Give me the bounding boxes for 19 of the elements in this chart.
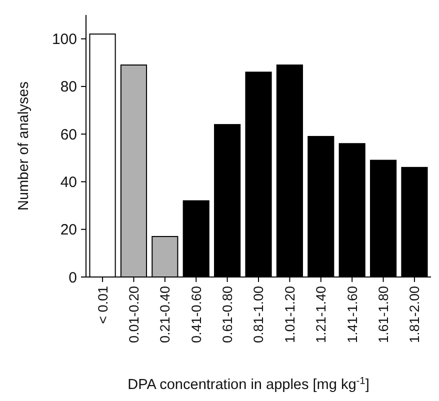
- x-tick-label: 1.61-1.80: [376, 286, 391, 344]
- y-tick-label: 100: [52, 31, 77, 48]
- y-tick-label: 20: [60, 222, 77, 239]
- x-tick-label: 1.41-1.60: [344, 286, 360, 344]
- x-tick-label: 1.21-1.40: [314, 286, 329, 344]
- y-tick-label: 0: [68, 269, 77, 286]
- y-tick-label: 80: [60, 78, 77, 96]
- x-tick-label: 1.81-2.00: [407, 286, 422, 344]
- x-tick-label: 1.01-1.20: [282, 286, 298, 344]
- x-axis-title: DPA concentration in apples [mg kg$^{-1}$]: [128, 376, 370, 393]
- x-tick-label: < 0.01: [95, 286, 110, 324]
- x-tick-label: 0.21-0.40: [158, 286, 173, 344]
- x-tick-label: 0.41-0.60: [188, 286, 204, 344]
- y-axis-title: Number of analyses: [16, 82, 32, 210]
- x-tick-label: 0.61-0.80: [220, 286, 236, 344]
- x-tick-label: 0.81-1.00: [251, 286, 266, 344]
- x-tick-label: 0.01-0.20: [126, 286, 142, 344]
- y-tick-label: 40: [60, 174, 77, 191]
- y-tick-label: 60: [60, 126, 77, 144]
